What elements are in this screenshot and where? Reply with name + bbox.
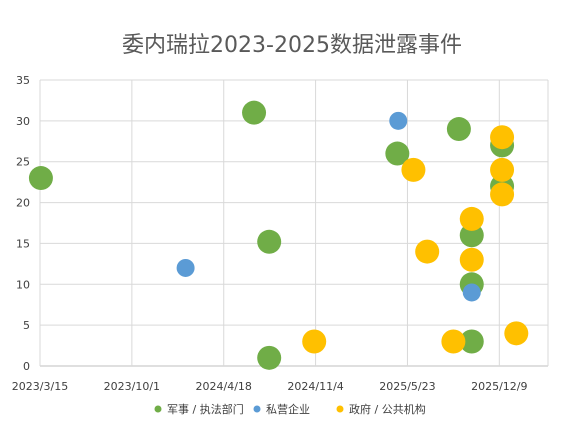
data-point	[490, 182, 515, 207]
data-point	[257, 229, 282, 254]
data-point	[257, 345, 282, 370]
y-axis-ticks: 0 5 10 15 20 25 30 35	[16, 74, 30, 373]
y-tick-label: 35	[16, 74, 30, 87]
x-tick-label: 2024/4/18	[196, 380, 252, 393]
data-point	[459, 247, 484, 272]
data-point	[490, 157, 515, 182]
data-point	[462, 283, 481, 302]
x-tick-label: 2023/3/15	[12, 380, 68, 393]
y-tick-label: 20	[16, 197, 30, 210]
y-tick-label: 5	[23, 319, 30, 332]
y-tick-label: 0	[23, 360, 30, 373]
x-tick-label: 2025/12/9	[471, 380, 527, 393]
data-point	[28, 166, 53, 191]
legend-label: 军事 / 执法部门	[167, 402, 244, 416]
data-point	[302, 329, 327, 354]
x-tick-label: 2024/11/4	[287, 380, 343, 393]
grid	[39, 79, 549, 367]
y-tick-label: 10	[16, 278, 30, 291]
data-point	[415, 239, 440, 264]
legend-marker	[336, 405, 344, 413]
legend-marker	[253, 405, 261, 413]
legend-marker	[154, 405, 162, 413]
x-axis-ticks: 2023/3/15 2023/10/1 2024/4/18 2024/11/4 2025…	[12, 380, 528, 393]
data-point	[401, 157, 426, 182]
legend-label: 私营企业	[266, 402, 310, 416]
y-tick-label: 30	[16, 115, 30, 128]
y-tick-label: 15	[16, 237, 30, 250]
data-point	[385, 141, 410, 166]
data-point	[490, 125, 515, 150]
x-tick-label: 2023/10/1	[104, 380, 160, 393]
data-point	[459, 206, 484, 231]
data-point	[389, 111, 408, 130]
chart-title: 委内瑞拉2023-2025数据泄露事件	[122, 33, 462, 58]
data-point	[176, 258, 195, 277]
legend: 军事 / 执法部门 私营企业 政府 / 公共机构	[154, 402, 426, 416]
legend-label: 政府 / 公共机构	[349, 402, 426, 416]
x-tick-label: 2025/5/23	[379, 380, 435, 393]
y-tick-label: 25	[16, 156, 30, 169]
data-point	[504, 321, 529, 346]
data-point	[242, 100, 267, 125]
data-point	[441, 329, 466, 354]
data-points	[28, 100, 529, 370]
data-point	[459, 329, 484, 354]
data-point	[446, 117, 471, 142]
